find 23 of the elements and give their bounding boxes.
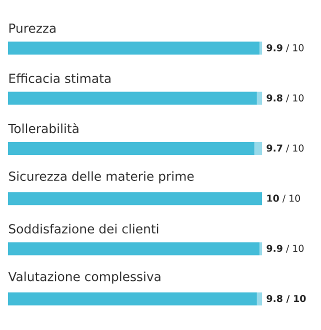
bar <box>8 42 260 55</box>
bar <box>8 192 262 206</box>
data-label: 9.9 / 10 <box>266 244 304 253</box>
y-tick-label: Soddisfazione dei clienti <box>9 224 158 234</box>
bar <box>254 142 262 155</box>
bar <box>259 42 262 55</box>
bar <box>8 92 257 105</box>
bar <box>8 242 260 256</box>
bar <box>8 292 257 306</box>
y-tick-label: Valutazione complessiva <box>8 272 160 284</box>
y-tick-label: Purezza <box>9 24 56 33</box>
y-tick-label: Sicurezza delle materie prime <box>9 171 194 184</box>
y-tick-label: Efficacia stimata <box>9 73 110 84</box>
y-tick-label: Tollerabilità <box>8 123 78 134</box>
bar <box>259 242 262 256</box>
data-label: 9.8 / 10 <box>266 294 306 303</box>
data-label: 9.9 / 10 <box>266 44 304 52</box>
data-label: 10 / 10 <box>267 194 300 203</box>
bar <box>8 142 254 155</box>
data-label: 9.7 / 10 <box>266 144 304 152</box>
bar <box>256 292 262 306</box>
data-label: 9.8 / 10 <box>266 94 304 102</box>
bar <box>256 92 262 105</box>
